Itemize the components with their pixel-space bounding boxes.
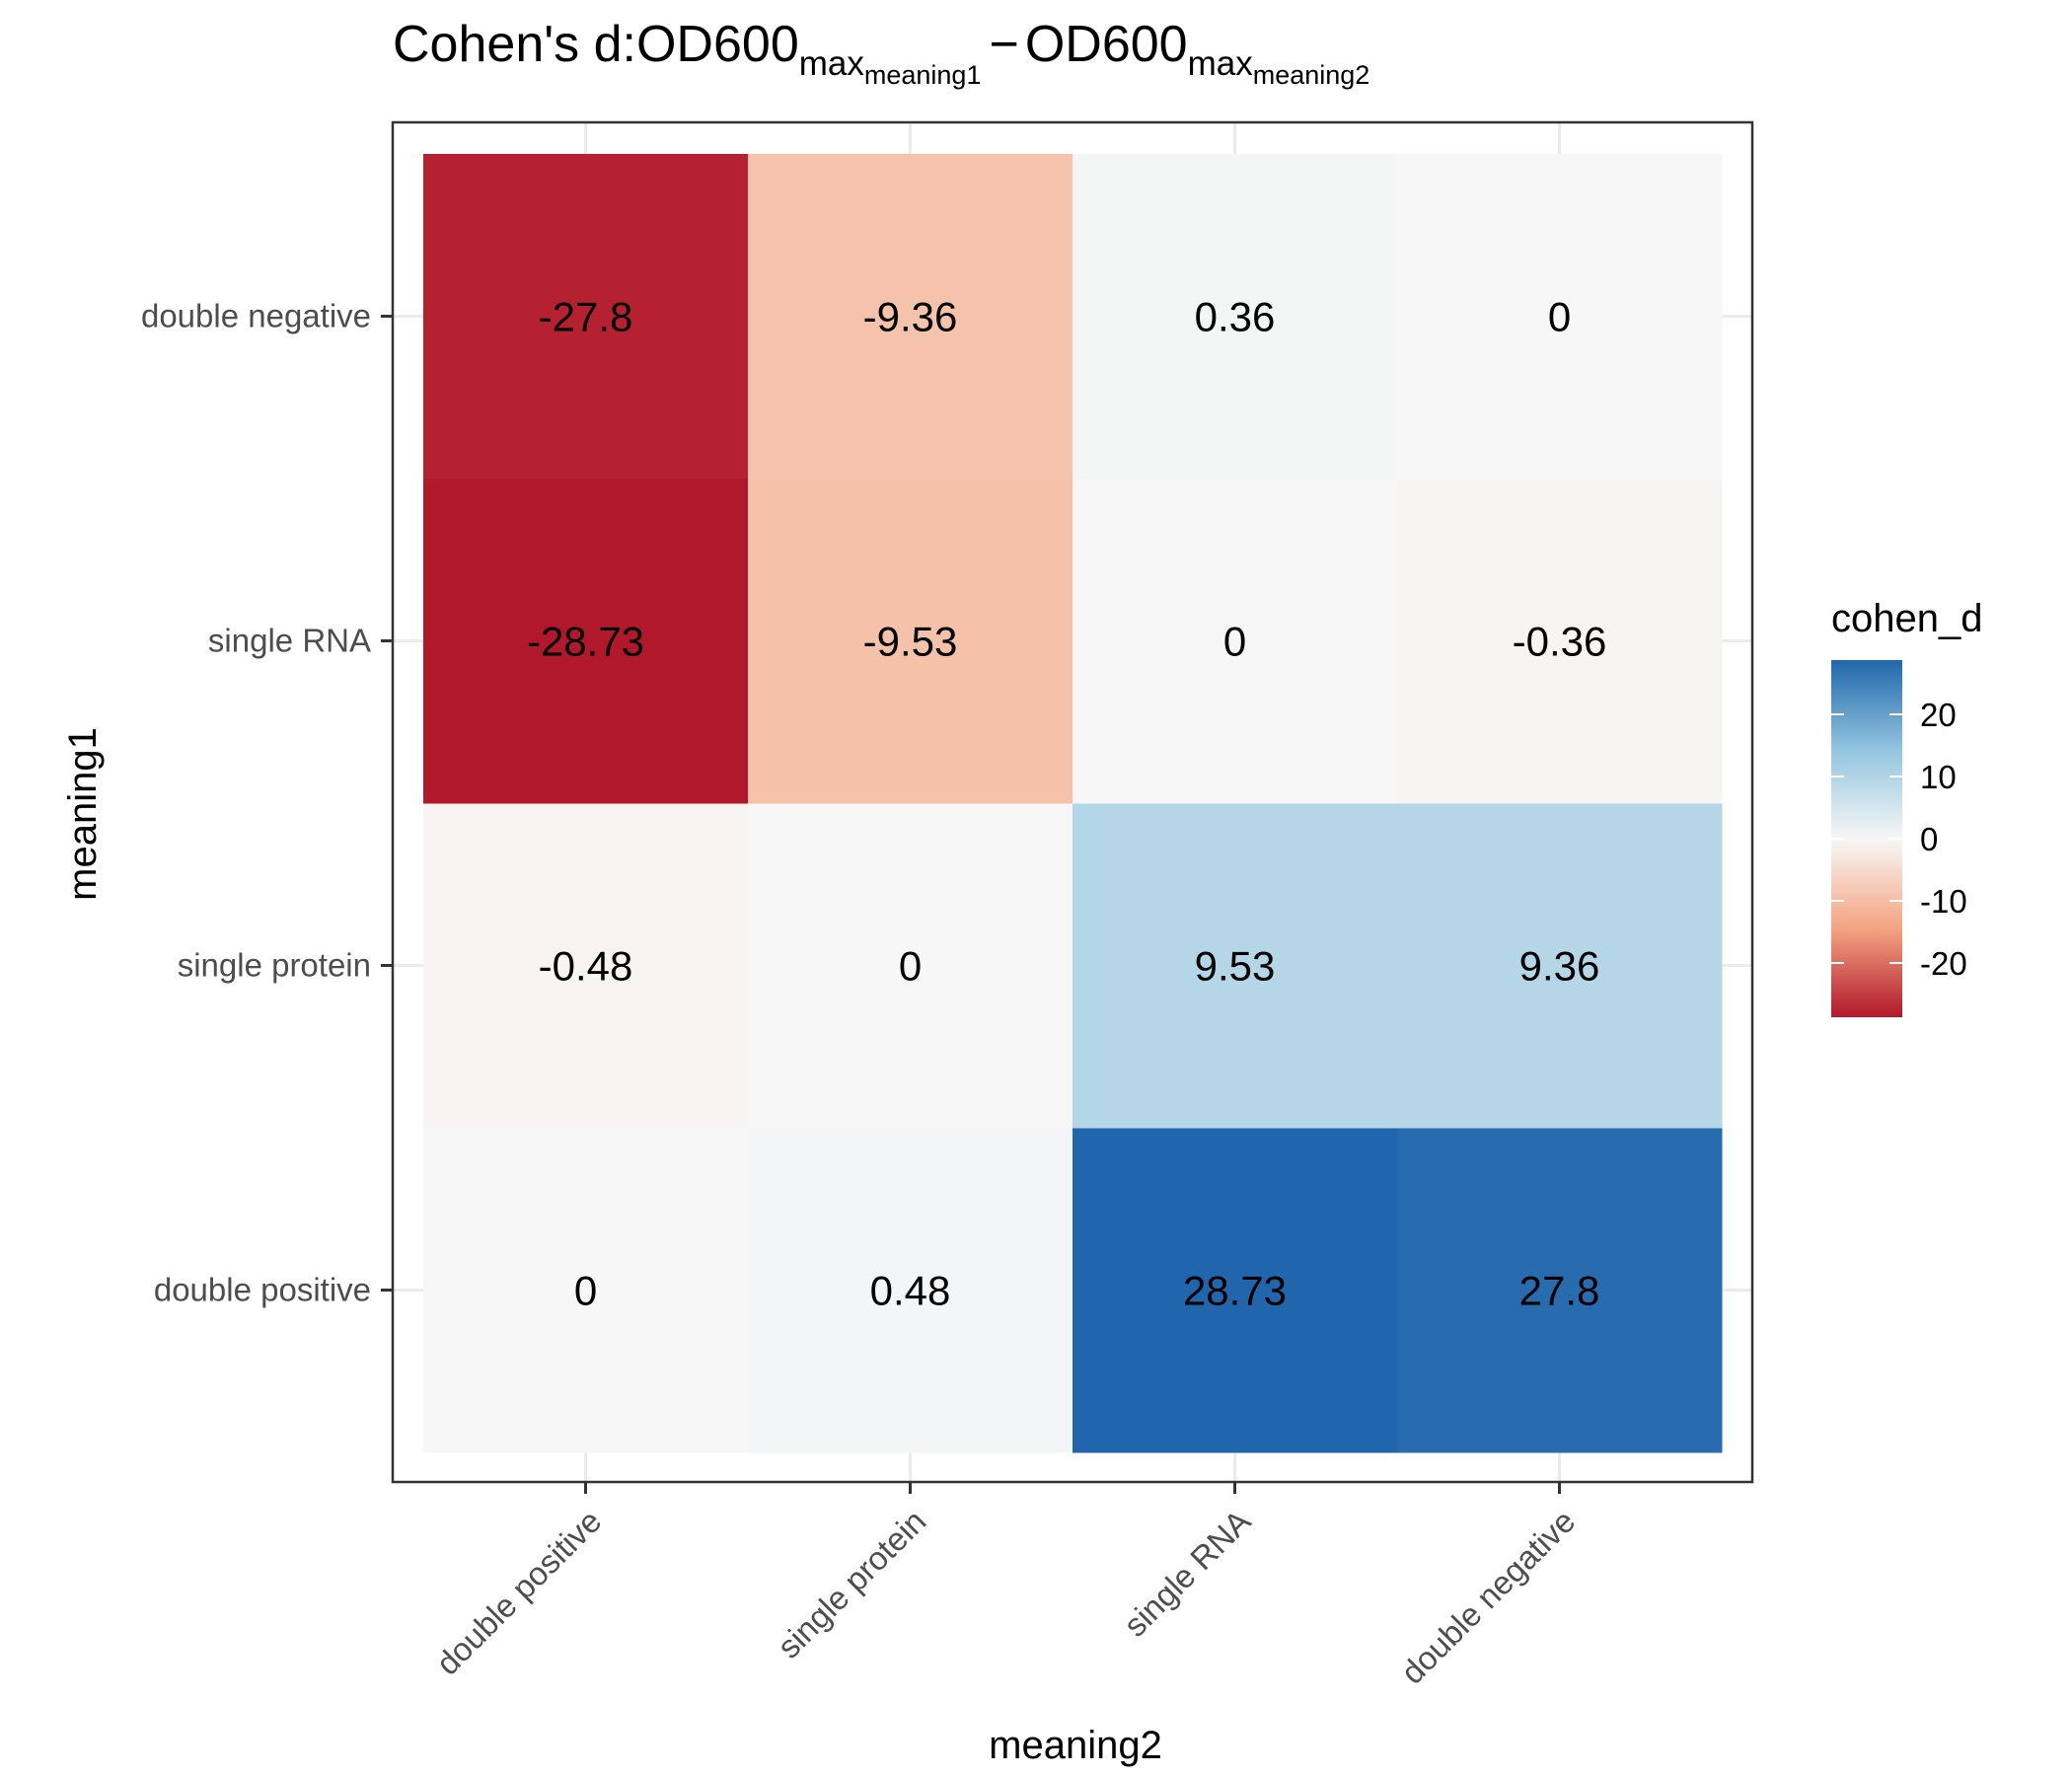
legend-tick-label: -10	[1920, 883, 1967, 920]
x-tick-label: single RNA	[1117, 1503, 1258, 1644]
heatmap-cells	[423, 154, 1723, 1453]
legend-tick-label: 0	[1920, 821, 1938, 857]
panel-border	[391, 120, 1754, 1484]
heatmap-cell	[423, 154, 749, 480]
cell-value-label: 0.36	[1195, 294, 1276, 340]
heatmap-cell	[1073, 154, 1398, 480]
title-term2-sub: max	[1188, 44, 1254, 83]
title-term1-sub: max	[799, 44, 865, 83]
x-tick-label: double positive	[429, 1503, 609, 1682]
heatmap-cell	[1073, 803, 1398, 1129]
heatmap-cell	[1397, 479, 1723, 804]
heatmap-cell	[748, 479, 1073, 804]
cell-value-label: 0	[1223, 619, 1246, 665]
cell-value-label: 0	[574, 1268, 597, 1314]
heatmap-cell	[748, 154, 1073, 480]
heatmap-cell	[1073, 1128, 1398, 1453]
cell-value-label: -27.8	[539, 294, 633, 340]
heatmap-cell	[423, 1128, 749, 1453]
heatmap-cell	[748, 1128, 1073, 1453]
cell-value-label: 0	[899, 943, 922, 990]
cell-value-label: -28.73	[527, 619, 644, 665]
cell-value-label: 0.48	[870, 1268, 951, 1314]
chart-title: Cohen's d:OD600maxmeaning1− OD600maxmeani…	[393, 16, 1369, 90]
heatmap-cell	[1397, 154, 1723, 480]
title-term1-subsub: meaning1	[864, 60, 982, 90]
y-axis: double positive single protein single RNA d…	[141, 298, 393, 1308]
heatmap-cell	[748, 803, 1073, 1129]
heatmap-cell	[423, 803, 749, 1129]
cell-value-label: 9.53	[1195, 943, 1276, 990]
heatmap-cell	[1397, 1128, 1723, 1453]
heatmap-cell	[1397, 803, 1723, 1129]
cell-value-label: 9.36	[1519, 943, 1600, 990]
x-tick-label: double negative	[1394, 1503, 1583, 1691]
cell-value-label: -0.36	[1513, 619, 1607, 665]
x-tick-label: single protein	[770, 1503, 932, 1665]
title-term1-base: OD600	[636, 16, 799, 73]
legend: cohen_d 20 10 0 -10 -20	[1831, 597, 1982, 1017]
x-axis-title: meaning2	[989, 1724, 1162, 1767]
y-tick-label: double positive	[154, 1272, 371, 1308]
legend-tick-label: 20	[1920, 697, 1957, 733]
cell-value-label: 27.8	[1519, 1268, 1600, 1314]
cell-value-label: -0.48	[539, 943, 633, 990]
heatmap-cell	[1073, 479, 1398, 804]
y-tick-label: double negative	[141, 298, 371, 334]
legend-tick-label: -20	[1920, 945, 1967, 982]
cell-value-label: -9.36	[863, 294, 958, 340]
cell-value-label: 0	[1548, 294, 1571, 340]
legend-title: cohen_d	[1831, 597, 1982, 640]
y-axis-title: meaning1	[61, 727, 105, 901]
title-operator: −	[989, 16, 1018, 73]
cell-value-label: 28.73	[1183, 1268, 1287, 1314]
cell-value-label: -9.53	[863, 619, 958, 665]
title-term2-subsub: meaning2	[1253, 60, 1370, 90]
y-tick-label: single protein	[178, 947, 371, 984]
title-prefix: Cohen's d:	[393, 16, 636, 73]
heatmap-cell	[423, 479, 749, 804]
x-axis: double positive single protein single RNA d…	[429, 1482, 1583, 1691]
y-tick-label: single RNA	[208, 623, 371, 659]
title-term2-base: OD600	[1025, 16, 1188, 73]
legend-tick-label: 10	[1920, 759, 1957, 795]
cell-value-labels: 0 0.48 28.73 27.8 -0.48 0 9.53 9.36 -28.73 -9.53 0…	[391, 120, 1754, 1484]
